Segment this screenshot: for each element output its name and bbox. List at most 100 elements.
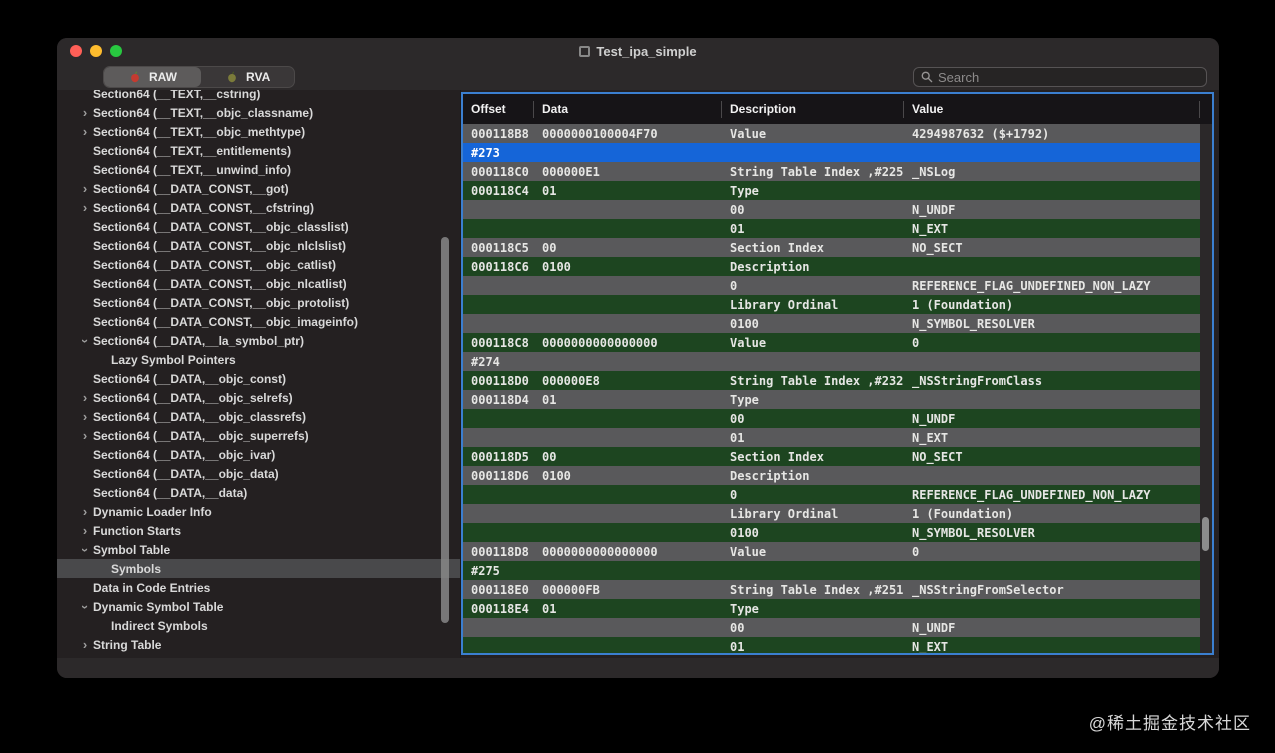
cell-value: 0 [912,544,920,559]
column-header-value[interactable]: Value [904,100,1200,118]
disclosure-triangle-icon[interactable]: › [82,123,88,139]
sidebar-item[interactable]: › Section64 (__DATA,__la_symbol_ptr) [57,331,460,350]
table-row[interactable]: 01 N_EXT [463,637,1200,653]
sidebar-scrollbar-thumb[interactable] [441,237,449,623]
sidebar-item[interactable]: › Function Starts [57,521,460,540]
sidebar-item[interactable]: › Section64 (__TEXT,__unwind_info) [57,160,460,179]
cell-description: Value [730,126,767,141]
zoom-button[interactable] [110,45,122,57]
disclosure-triangle-icon[interactable]: › [82,408,88,424]
disclosure-triangle-icon[interactable]: › [78,547,93,552]
sidebar-item[interactable]: › Section64 (__DATA_CONST,__objc_protoli… [57,293,460,312]
table-row[interactable]: #274 [463,352,1200,371]
sidebar-item[interactable]: › Section64 (__TEXT,__objc_methtype) [57,122,460,141]
sidebar-item[interactable]: › Dynamic Loader Info [57,502,460,521]
minimize-button[interactable] [90,45,102,57]
sidebar-item[interactable]: › Section64 (__DATA,__objc_superrefs) [57,426,460,445]
disclosure-triangle-icon[interactable]: › [78,604,93,609]
table-row[interactable]: 000118D6 0100 Description [463,466,1200,485]
table-scrollbar-track[interactable] [1200,124,1212,653]
disclosure-triangle-icon[interactable]: › [82,522,88,538]
table-row[interactable]: 01 N_EXT [463,428,1200,447]
table-row[interactable]: 0100 N_SYMBOL_RESOLVER [463,314,1200,333]
table-row[interactable]: 01 N_EXT [463,219,1200,238]
search-field[interactable] [913,67,1207,87]
sidebar-item[interactable]: › Section64 (__DATA,__objc_classrefs) [57,407,460,426]
cell-description: 01 [730,221,745,236]
sidebar-item-label: Section64 (__TEXT,__unwind_info) [93,162,292,177]
apple-olive-icon [228,71,236,83]
sidebar-item[interactable]: › String Table [57,635,460,654]
tab-rva[interactable]: RVA [201,67,294,87]
sidebar-item[interactable]: › Section64 (__DATA_CONST,__objc_classli… [57,217,460,236]
table-row[interactable]: Library Ordinal 1 (Foundation) [463,295,1200,314]
table-row[interactable]: 000118B8 0000000100004F70 Value 42949876… [463,124,1200,143]
sidebar-item[interactable]: › Section64 (__DATA_CONST,__got) [57,179,460,198]
sidebar-item-label: Section64 (__DATA_CONST,__objc_catlist) [93,257,336,272]
table-row[interactable]: 000118D4 01 Type [463,390,1200,409]
column-header-description[interactable]: Description [722,100,904,118]
cell-value: REFERENCE_FLAG_UNDEFINED_NON_LAZY [912,278,1151,293]
table-row[interactable]: 00 N_UNDF [463,618,1200,637]
table-row[interactable]: 00 N_UNDF [463,409,1200,428]
sidebar-item[interactable]: › Section64 (__DATA_CONST,__cfstring) [57,198,460,217]
table-row[interactable]: Library Ordinal 1 (Foundation) [463,504,1200,523]
table-row[interactable]: #275 [463,561,1200,580]
cell-data: 0100 [542,468,571,483]
cell-value: N_EXT [912,430,949,445]
sidebar-item[interactable]: › Section64 (__DATA,__objc_ivar) [57,445,460,464]
table-row[interactable]: 000118E0 000000FB String Table Index ,#2… [463,580,1200,599]
disclosure-triangle-icon[interactable]: › [82,199,88,215]
sidebar-item[interactable]: › Section64 (__DATA_CONST,__objc_catlist… [57,255,460,274]
table-row[interactable]: 000118C8 0000000000000000 Value 0 [463,333,1200,352]
disclosure-triangle-icon[interactable]: › [82,104,88,120]
table-row[interactable]: 00 N_UNDF [463,200,1200,219]
sidebar-item[interactable]: › Section64 (__DATA,__objc_data) [57,464,460,483]
cell-data: 000000E1 [542,164,600,179]
disclosure-triangle-icon[interactable]: › [82,180,88,196]
cell-description: Description [730,259,810,274]
sidebar-item[interactable]: › Symbol Table [57,540,460,559]
column-header-offset[interactable]: Offset [463,100,534,118]
tab-raw[interactable]: RAW [104,67,201,87]
disclosure-triangle-icon[interactable]: › [82,503,88,519]
disclosure-triangle-icon[interactable]: › [78,338,93,343]
disclosure-triangle-icon[interactable]: › [82,427,88,443]
table-row[interactable]: 000118D5 00 Section Index NO_SECT [463,447,1200,466]
table-row[interactable]: 0 REFERENCE_FLAG_UNDEFINED_NON_LAZY [463,276,1200,295]
table-row[interactable]: 000118D0 000000E8 String Table Index ,#2… [463,371,1200,390]
cell-offset: 000118D6 [471,468,529,483]
table-row[interactable]: 000118E4 01 Type [463,599,1200,618]
table-row[interactable]: 000118C4 01 Type [463,181,1200,200]
toolbar: RAW RVA [57,64,1219,90]
table-row[interactable]: 000118C6 0100 Description [463,257,1200,276]
sidebar-item[interactable]: › Section64 (__TEXT,__cstring) [57,90,460,103]
sidebar-item[interactable]: › Dynamic Symbol Table [57,597,460,616]
table-row[interactable]: 0100 N_SYMBOL_RESOLVER [463,523,1200,542]
close-button[interactable] [70,45,82,57]
sidebar-item[interactable]: › Section64 (__DATA,__objc_const) [57,369,460,388]
cell-value: REFERENCE_FLAG_UNDEFINED_NON_LAZY [912,487,1151,502]
table-row[interactable]: 000118C0 000000E1 String Table Index ,#2… [463,162,1200,181]
disclosure-triangle-icon[interactable]: › [82,636,88,652]
table-scrollbar-thumb[interactable] [1202,517,1209,551]
sidebar-item[interactable]: › Section64 (__DATA,__objc_selrefs) [57,388,460,407]
sidebar-item[interactable]: › Data in Code Entries [57,578,460,597]
table-row[interactable]: 000118D8 0000000000000000 Value 0 [463,542,1200,561]
cell-value: 1 (Foundation) [912,297,1014,312]
sidebar-item[interactable]: › Section64 (__DATA_CONST,__objc_nlclsli… [57,236,460,255]
search-input[interactable] [938,69,1199,85]
sidebar-item[interactable]: › Section64 (__DATA_CONST,__objc_imagein… [57,312,460,331]
sidebar-item[interactable]: › Section64 (__TEXT,__objc_classname) [57,103,460,122]
disclosure-triangle-icon[interactable]: › [82,389,88,405]
table-row[interactable]: 0 REFERENCE_FLAG_UNDEFINED_NON_LAZY [463,485,1200,504]
column-header-data[interactable]: Data [534,100,722,118]
sidebar-item[interactable]: › Indirect Symbols [57,616,460,635]
sidebar-item[interactable]: › Section64 (__TEXT,__entitlements) [57,141,460,160]
sidebar-item[interactable]: › Symbols [57,559,460,578]
sidebar-item[interactable]: › Section64 (__DATA_CONST,__objc_nlcatli… [57,274,460,293]
sidebar-item[interactable]: › Lazy Symbol Pointers [57,350,460,369]
table-row[interactable]: 000118C5 00 Section Index NO_SECT [463,238,1200,257]
table-row[interactable]: #273 [463,143,1200,162]
sidebar-item[interactable]: › Section64 (__DATA,__data) [57,483,460,502]
